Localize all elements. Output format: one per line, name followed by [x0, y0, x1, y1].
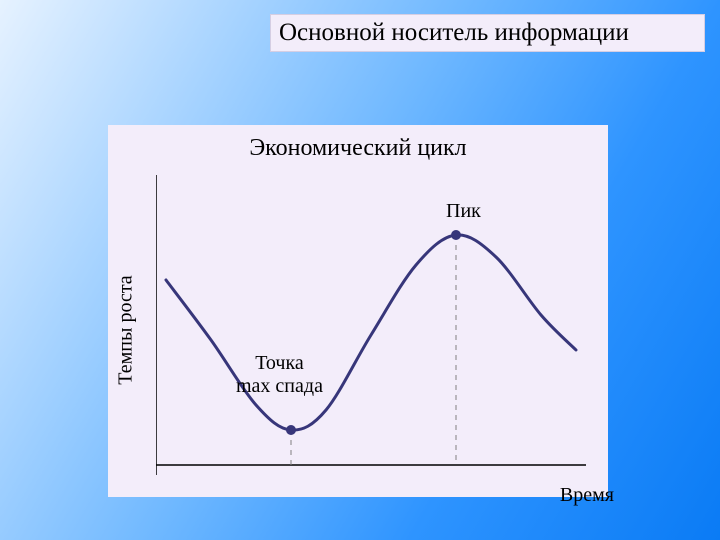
title-bar: Основной носитель информации [270, 14, 705, 52]
y-axis-label: Темпы роста [115, 275, 138, 384]
chart-plot-area: Темпы роста Пик Точка max спада [156, 175, 586, 485]
trough-label-line2: max спада [236, 375, 323, 397]
trough-label-line1: Точка [255, 352, 304, 374]
slide-background: Основной носитель информации Экономическ… [0, 0, 720, 540]
chart-card: Экономический цикл Темпы роста Пик [108, 125, 608, 497]
guide-lines [291, 235, 456, 465]
peak-marker [451, 230, 461, 240]
chart-title: Экономический цикл [108, 135, 608, 162]
curve-path [166, 235, 576, 430]
peak-label: Пик [446, 200, 481, 223]
chart-svg [156, 175, 586, 485]
x-axis-label: Время [560, 484, 614, 507]
trough-marker [286, 425, 296, 435]
trough-label: Точка max спада [236, 352, 323, 398]
slide-title: Основной носитель информации [279, 19, 629, 47]
axes-group [156, 175, 586, 475]
